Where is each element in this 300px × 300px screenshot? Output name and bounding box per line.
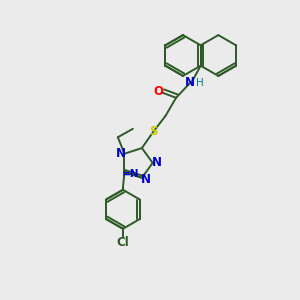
Text: N: N <box>116 147 125 160</box>
Text: N: N <box>152 156 162 170</box>
Text: O: O <box>153 85 163 98</box>
Text: N: N <box>185 76 195 89</box>
Text: H: H <box>196 78 204 88</box>
Text: S: S <box>149 125 157 138</box>
Text: Cl: Cl <box>117 236 129 249</box>
Text: =N: =N <box>122 169 140 179</box>
Text: N: N <box>141 173 151 186</box>
